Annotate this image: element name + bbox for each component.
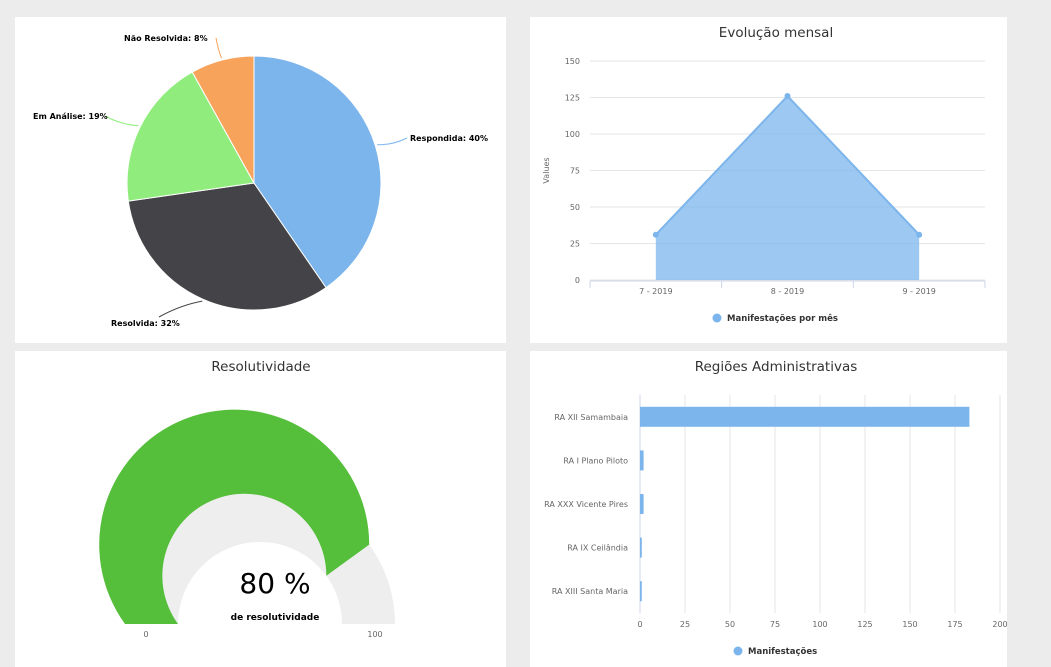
x-tick-label: 9 - 2019 [902, 287, 935, 296]
regions-bar-chart: Regiões Administrativas 0 25 50 75 100 125 150 1… [544, 359, 1007, 657]
legend-marker [712, 313, 722, 323]
chart-title: Regiões Administrativas [695, 359, 858, 375]
y-tick-label: 50 [570, 203, 580, 212]
x-tick-label: 0 [637, 620, 642, 629]
y-category-label: RA I Plano Piloto [563, 456, 628, 465]
x-tick-label: 7 - 2019 [639, 287, 672, 296]
gauge-subtitle: de resolutividade [231, 613, 320, 623]
bar [640, 537, 642, 558]
x-tick-label: 25 [680, 620, 690, 629]
pie-slice [127, 182, 327, 311]
regions-panel: Regiões Administrativas 0 25 50 75 100 125 150 1… [530, 351, 1007, 667]
y-axis-title: Values [542, 157, 551, 183]
area-fill [655, 96, 920, 280]
x-tick-label: 100 [812, 620, 827, 629]
bar [640, 450, 644, 471]
pie-connector [377, 137, 408, 146]
gauge-min-label: 0 [143, 630, 148, 639]
pie-data-label: Não Resolvida: 8% [124, 34, 208, 43]
x-tick-label: 50 [725, 620, 735, 629]
y-category-label: RA IX Ceilândia [567, 544, 628, 553]
pie-connector [215, 37, 223, 59]
y-tick-label: 75 [570, 167, 580, 176]
y-tick-label: 25 [570, 240, 580, 249]
pie-data-label: Em Análise: 19% [33, 112, 108, 121]
x-tick-label: 8 - 2019 [771, 287, 804, 296]
pie-connector [158, 300, 203, 318]
pie-slice [253, 55, 382, 289]
legend-item: Manifestações [748, 647, 817, 657]
pie-slice [126, 71, 255, 202]
x-tick-label: 150 [902, 620, 917, 629]
pie-data-label: Resolvida: 32% [111, 319, 180, 328]
x-tick-label: 75 [770, 620, 780, 629]
y-category-label: RA XII Samambaia [554, 413, 628, 422]
data-point [916, 231, 923, 238]
gauge-value-text: 80 % [239, 567, 310, 600]
pie-chart: Respondida: 40% Resolvida: 32% Em Análise:… [33, 34, 488, 328]
resolutivity-gauge: Resolutividade 80 % de resolutividade 0 100 [99, 359, 395, 639]
monthly-evolution-chart: Evolução mensal 0 25 50 75 100 125 150 Values 7 -… [542, 25, 986, 324]
y-tick-label: 150 [565, 57, 580, 66]
pie-data-label: Respondida: 40% [410, 134, 488, 143]
pie-connector [104, 115, 139, 127]
legend-marker [733, 646, 743, 656]
data-point [784, 93, 791, 100]
resolutivity-panel: Resolutividade 80 % de resolutividade 0 100 [15, 351, 506, 667]
pie-slice [191, 55, 255, 185]
bar [640, 406, 970, 427]
data-point [652, 231, 659, 238]
y-tick-label: 125 [565, 94, 580, 103]
y-category-label: RA XXX Vicente Pires [544, 500, 628, 509]
bar [640, 494, 644, 514]
chart-title: Evolução mensal [719, 25, 833, 41]
x-tick-label: 200 [992, 620, 1007, 629]
y-tick-label: 0 [575, 276, 580, 285]
pie-chart-panel: Respondida: 40% Resolvida: 32% Em Análise:… [15, 17, 506, 343]
x-tick-label: 125 [857, 620, 872, 629]
monthly-evolution-panel: Evolução mensal 0 25 50 75 100 125 150 Values 7 -… [530, 17, 1007, 343]
gauge-max-label: 100 [367, 630, 382, 639]
chart-title: Resolutividade [211, 359, 310, 375]
legend-item: Manifestações por mês [727, 313, 838, 324]
y-tick-label: 100 [565, 130, 580, 139]
y-category-label: RA XIII Santa Maria [552, 587, 628, 596]
gauge-fill [99, 409, 370, 624]
bar [640, 581, 642, 602]
x-tick-label: 175 [947, 620, 962, 629]
